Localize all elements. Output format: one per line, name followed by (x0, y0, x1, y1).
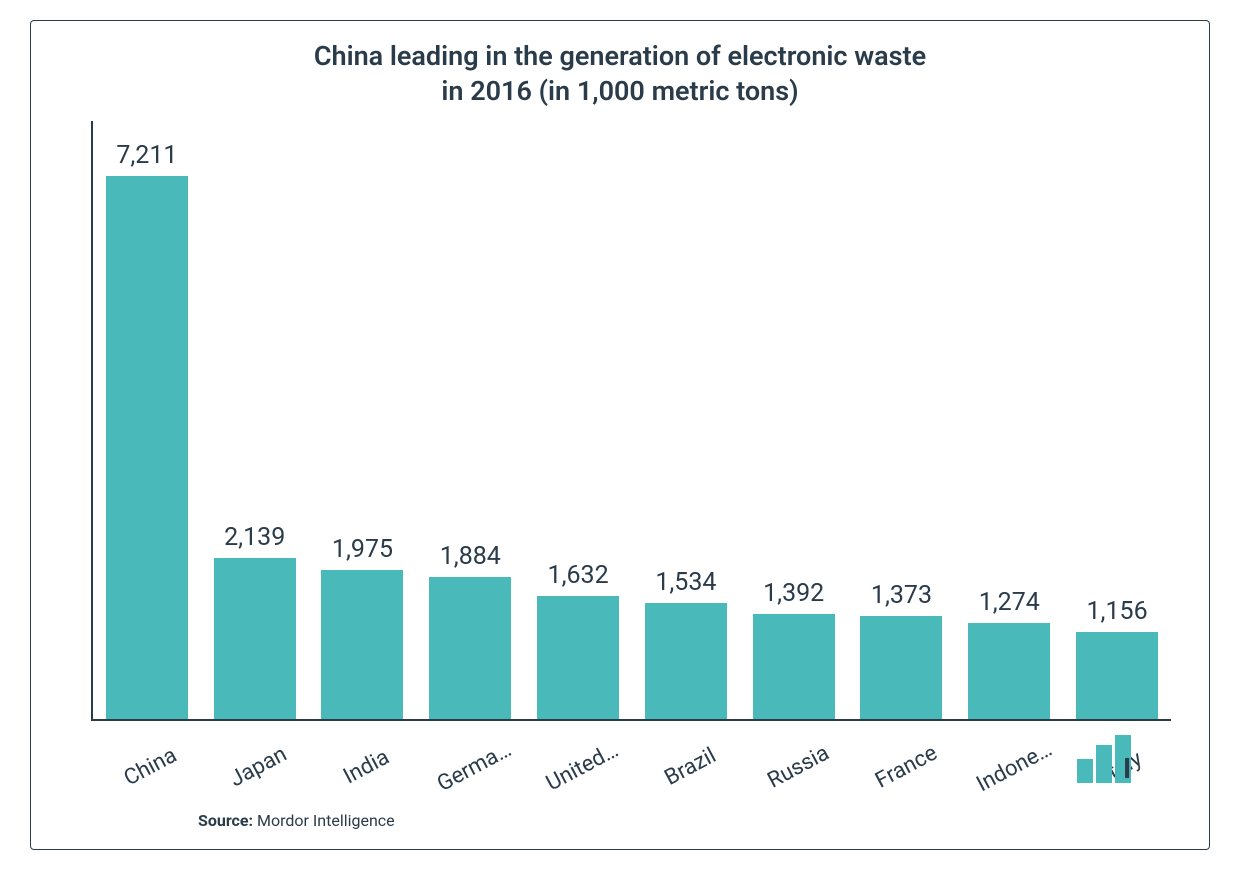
chart-title: China leading in the generation of elect… (31, 39, 1209, 109)
bar-group-united: 1,632 (530, 561, 627, 719)
mordor-logo-icon: I (1077, 735, 1155, 783)
x-label: Germa… (426, 733, 524, 801)
bar (1076, 632, 1158, 719)
bar (429, 577, 511, 719)
bar-value: 1,156 (1087, 597, 1148, 626)
bar (214, 558, 296, 719)
x-label: China (102, 733, 200, 801)
bar-group-france: 1,373 (853, 581, 950, 719)
bar (645, 603, 727, 719)
x-axis-labels: China Japan India Germa… United… Brazil … (91, 756, 1171, 781)
bar-group-china: 7,211 (98, 141, 195, 719)
x-label: Brazil (642, 733, 740, 801)
chart-title-line1: China leading in the generation of elect… (314, 40, 926, 72)
bar (537, 596, 619, 719)
bar-value: 1,274 (979, 588, 1040, 617)
logo-text: I (1123, 752, 1131, 785)
bar-value: 7,211 (116, 141, 177, 170)
bar-group-indonesia: 1,274 (961, 588, 1058, 719)
bar (106, 176, 188, 719)
bar (968, 623, 1050, 719)
chart-container: China leading in the generation of elect… (30, 20, 1210, 850)
bar (860, 616, 942, 719)
x-label: United… (534, 733, 632, 801)
logo-bar-icon (1077, 759, 1093, 783)
x-label: Japan (210, 733, 308, 801)
source-prefix: Source: (198, 811, 253, 830)
x-label: Indone… (966, 733, 1064, 801)
bar-group-italy: 1,156 (1069, 597, 1166, 719)
x-label: France (858, 733, 956, 801)
bar-group-japan: 2,139 (206, 523, 303, 719)
bar-value: 1,373 (871, 581, 932, 610)
x-label: India (318, 733, 416, 801)
bar-group-germany: 1,884 (422, 542, 519, 719)
bar (321, 570, 403, 719)
bar-value: 1,392 (763, 579, 824, 608)
source-label: Source: Mordor Intelligence (198, 811, 395, 830)
bar-value: 1,975 (332, 535, 393, 564)
bars-region: 7,211 2,139 1,975 1,884 1,632 1,534 (91, 121, 1171, 721)
bar-value: 2,139 (224, 523, 285, 552)
bar-value: 1,884 (440, 542, 501, 571)
bar-group-russia: 1,392 (745, 579, 842, 719)
plot-area: 7,211 2,139 1,975 1,884 1,632 1,534 (91, 121, 1171, 721)
bar-value: 1,632 (548, 561, 609, 590)
chart-title-line2: in 2016 (in 1,000 metric tons) (441, 75, 798, 107)
x-label: Russia (750, 733, 848, 801)
logo-bar-icon (1096, 745, 1112, 783)
bar-value: 1,534 (655, 568, 716, 597)
bar-group-brazil: 1,534 (637, 568, 734, 719)
bar (753, 614, 835, 719)
source-text: Mordor Intelligence (253, 811, 395, 830)
bar-group-india: 1,975 (314, 535, 411, 719)
